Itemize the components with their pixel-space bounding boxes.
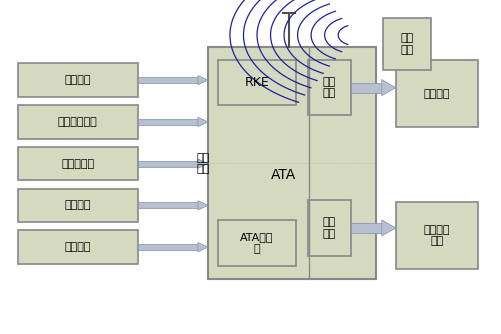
Bar xyxy=(18,147,138,180)
Text: 门锁
控制: 门锁 控制 xyxy=(323,77,336,99)
Bar xyxy=(138,77,198,83)
Text: ATA: ATA xyxy=(271,168,296,182)
Text: 遥控
钥匙: 遥控 钥匙 xyxy=(400,33,414,55)
Bar xyxy=(138,161,198,167)
Polygon shape xyxy=(198,117,208,127)
Polygon shape xyxy=(198,159,208,168)
Bar xyxy=(138,119,198,125)
Text: ATA状态
机: ATA状态 机 xyxy=(240,232,274,254)
Bar xyxy=(218,220,296,266)
Text: 声光
警示: 声光 警示 xyxy=(323,217,336,239)
Text: RKE: RKE xyxy=(244,76,269,89)
Polygon shape xyxy=(198,75,208,85)
Bar xyxy=(208,47,376,279)
Text: 前门钥匙: 前门钥匙 xyxy=(65,242,91,252)
Bar xyxy=(18,189,138,222)
Text: 喇叭、转
向灯: 喇叭、转 向灯 xyxy=(424,225,450,246)
Polygon shape xyxy=(198,201,208,210)
Text: 中央门锁: 中央门锁 xyxy=(424,89,450,99)
Bar xyxy=(218,60,296,105)
Bar xyxy=(308,60,351,115)
Text: 行李箱开关: 行李箱开关 xyxy=(61,159,94,169)
Bar xyxy=(351,82,382,93)
Text: 车门开关: 车门开关 xyxy=(65,75,91,85)
Bar xyxy=(18,105,138,139)
Text: 开关
检测: 开关 检测 xyxy=(196,153,209,174)
Polygon shape xyxy=(382,79,396,96)
Text: 发动机盖开关: 发动机盖开关 xyxy=(58,117,98,127)
Bar xyxy=(351,223,382,233)
Polygon shape xyxy=(198,242,208,252)
Bar xyxy=(396,202,478,269)
Text: 点火信号: 点火信号 xyxy=(65,200,91,210)
Bar xyxy=(18,63,138,97)
Bar xyxy=(308,200,351,256)
Bar xyxy=(138,244,198,250)
Polygon shape xyxy=(382,220,396,236)
Bar xyxy=(138,202,198,208)
Bar xyxy=(18,230,138,264)
Bar xyxy=(383,18,431,70)
Bar xyxy=(396,60,478,127)
